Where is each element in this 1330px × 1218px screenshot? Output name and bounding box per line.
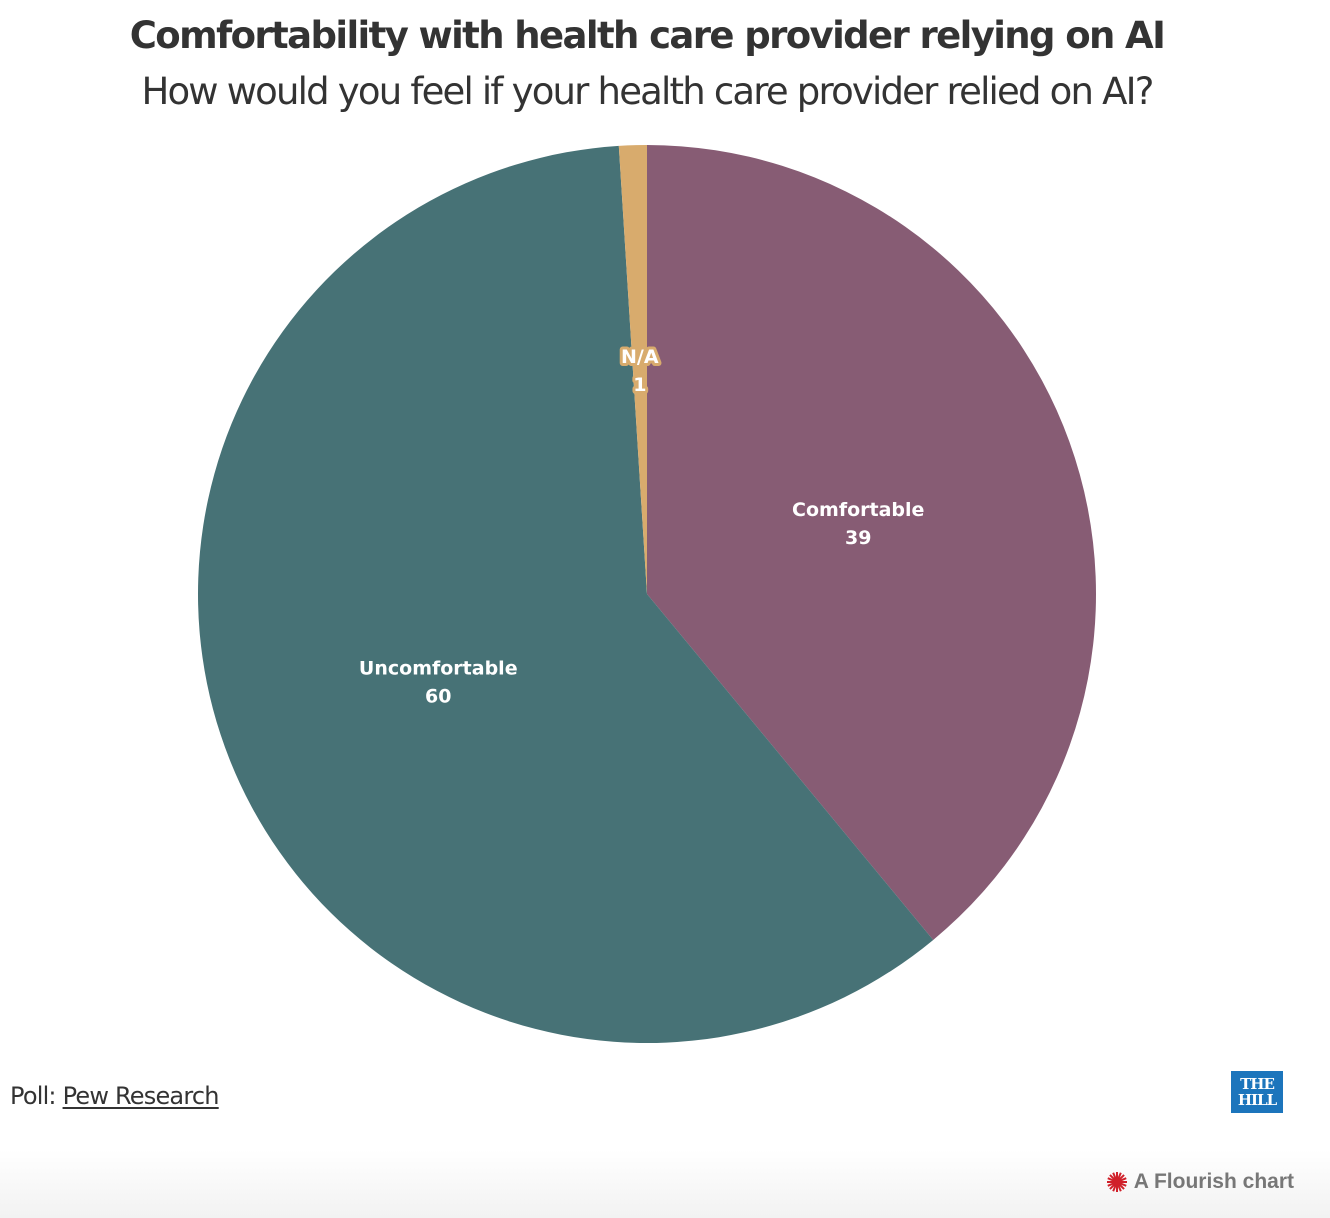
- slice-value-1: 60: [425, 686, 451, 708]
- slice-label-2: N/A: [621, 346, 659, 368]
- slice-label-0: Comfortable: [792, 499, 924, 521]
- slice-value-2: 1: [633, 374, 646, 396]
- flourish-label: A Flourish chart: [1133, 1170, 1294, 1193]
- footer-bar: [0, 1150, 1330, 1218]
- flourish-credit-link[interactable]: A Flourish chart: [1106, 1170, 1294, 1194]
- chart-title: Comfortability with health care provider…: [129, 14, 1166, 57]
- slice-label-1: Uncomfortable: [359, 658, 518, 680]
- source-note: Poll: Pew Research: [10, 1082, 220, 1110]
- pie-slice-uncomfortable[interactable]: [198, 145, 934, 1044]
- the-hill-logo: THE HILL: [1231, 1071, 1283, 1113]
- flourish-star-icon: [1106, 1172, 1127, 1192]
- logo-line-2: HILL: [1237, 1091, 1277, 1109]
- logo-line-1: THE: [1240, 1075, 1275, 1093]
- slice-value-0: 39: [845, 527, 871, 549]
- chart-subtitle: How would you feel if your health care p…: [141, 70, 1154, 113]
- pie-slice-n-a[interactable]: [618, 145, 647, 594]
- pie-slice-comfortable[interactable]: [647, 145, 1096, 940]
- source-link[interactable]: Pew Research: [62, 1082, 220, 1110]
- source-prefix: Poll:: [10, 1082, 63, 1110]
- pie-chart: Comfortable 39 Uncomfortable 60 N/A 1: [198, 145, 1096, 1044]
